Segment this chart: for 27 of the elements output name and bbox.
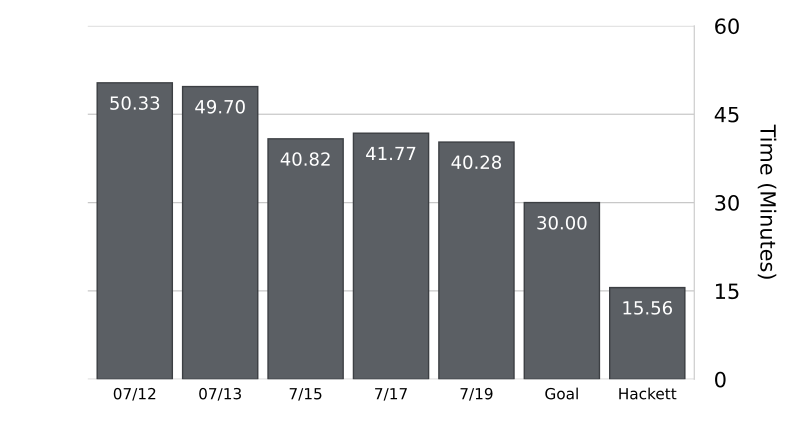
bar: [96, 82, 174, 380]
data-label: 15.56: [623, 301, 672, 315]
x-tick-label: 07/13: [199, 388, 241, 401]
bar: [267, 138, 344, 380]
bar: [609, 286, 686, 380]
x-tick-label: Hackett: [619, 388, 676, 400]
y-tick-label: 60: [715, 18, 739, 34]
bar: [524, 202, 600, 380]
data-label: 50.33: [110, 96, 160, 110]
data-label: 40.82: [280, 152, 330, 166]
bar: [352, 132, 430, 380]
bar: [438, 141, 515, 380]
x-tick-label: 07/12: [114, 388, 156, 401]
data-label: 40.28: [451, 155, 502, 170]
x-tick-label: 7/19: [460, 388, 493, 401]
y-tick-label: 30: [715, 195, 739, 211]
data-label: 49.70: [195, 100, 245, 114]
y-tick-label: 15: [716, 284, 738, 300]
x-tick-label: 7/17: [375, 388, 407, 401]
data-label: 30.00: [537, 216, 587, 230]
bar: [182, 86, 258, 380]
y-tick-label: 0: [715, 372, 726, 388]
y-tick-label: 45: [714, 106, 738, 122]
data-label: 41.77: [366, 146, 416, 160]
y-axis-title: Time (Minutes): [758, 124, 776, 279]
x-tick-label: 7/15: [290, 388, 322, 401]
x-tick-label: Goal: [545, 388, 578, 400]
